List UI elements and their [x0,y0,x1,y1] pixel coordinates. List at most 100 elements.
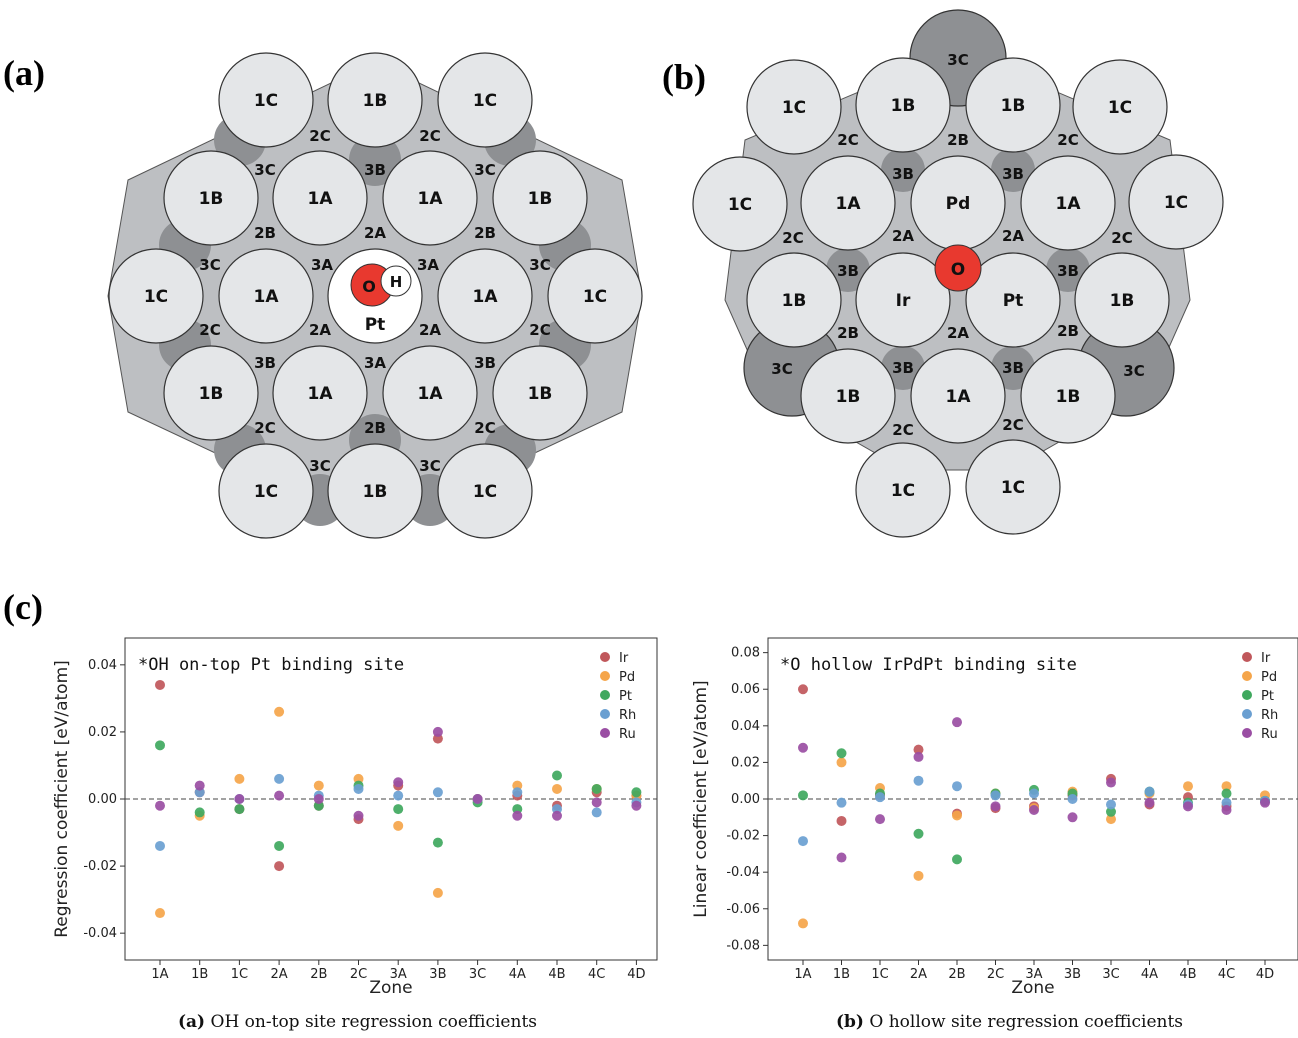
legend-label: Ru [1261,727,1278,742]
data-point-rh [1067,794,1078,804]
atom-label: 1B [782,291,807,311]
atom-label: 1C [473,482,497,502]
atom-label: 1C [254,482,278,502]
x-tick-label: 4A [1141,967,1158,982]
zone-label: 2B [837,324,859,342]
data-point-pd [393,820,404,831]
x-tick-label: 3A [1025,967,1042,982]
zone-label: 3C [199,256,220,274]
data-point-ru [472,794,483,804]
caption-left-text: OH on-top site regression coefficients [210,1012,538,1032]
chart-2: -0.08 -0.06 -0.04 -0.02 0.00 0.02 0.04 0.06 0.08… [691,637,1298,998]
center-atom-label: Ir [896,291,911,311]
y-tick-label: -0.02 [83,859,117,874]
x-tick-label: 4C [1218,967,1235,982]
x-tick-label: 3B [429,967,446,982]
data-point-pt [393,804,404,815]
x-tick-label: 1A [151,967,168,982]
atom-circle [910,348,1006,444]
data-point-pt [1106,806,1116,817]
center-atom-label: Pd [946,194,971,214]
zone-label: 3A [364,354,386,372]
atom-label: 1B [363,482,388,502]
panel-label-b: (b) [662,57,706,97]
atom-circle [108,248,204,344]
atom-label: 1C [144,287,168,307]
legend-marker-ru [600,728,610,738]
x-tick-label: 1B [833,967,850,982]
legend-marker-pd [1242,671,1252,681]
data-point-pt [913,828,924,839]
zone-label: 3A [311,256,333,274]
atom-circle [965,57,1061,153]
x-tick-label: 2B [948,967,965,982]
legend-marker-pt [600,690,610,700]
zone-label: 2A [1002,227,1024,245]
y-tick-label: 0.06 [731,682,760,697]
plot-title: *OH on-top Pt binding site [138,655,404,675]
zone-label: 2C [419,127,440,145]
atom-label: 1A [418,189,444,209]
y-tick-label: 0.00 [88,792,117,807]
data-point-pd [952,810,962,821]
y-tick-label: 0.04 [731,719,760,734]
x-tick-label: 3C [469,967,486,982]
atom-label: 1B [1056,387,1081,407]
data-point-ru [1221,804,1232,815]
hydrogen-label: H [390,273,403,291]
caption-right: (b) O hollow site regression coefficient… [836,1012,1183,1032]
data-point-ru [353,810,364,821]
data-point-ru [313,794,324,804]
atom-label: 1B [199,189,224,209]
x-tick-label: 1A [794,967,811,982]
zone-label: 3B [1002,359,1024,377]
x-axis-label: Zone [1011,978,1054,998]
x-tick-label: 4D [1256,967,1274,982]
zone-label: 2B [474,224,496,242]
data-point-ru [1260,797,1270,808]
x-tick-label: 2A [910,967,927,982]
atom-label: 1C [583,287,607,307]
x-tick-label: 1B [191,967,208,982]
atom-label: 1A [946,387,972,407]
zone-label: 3B [837,262,859,280]
atom-circle [218,248,314,344]
data-point-rh [274,773,285,784]
zone-label: 3C [947,51,968,69]
data-point-pd [836,757,847,768]
center-atom-circle [855,252,951,348]
data-point-pd [1221,781,1232,792]
data-point-pt [631,787,642,798]
panel-label-c: (c) [3,587,43,627]
zone3-shade [349,134,401,186]
atom-circle [327,52,423,148]
atom-circle [1020,155,1116,251]
data-point-rh [393,790,404,801]
legend-label: Ru [619,727,636,742]
data-point-ru [552,810,562,821]
data-point-rh [1029,788,1039,799]
zone-label: 2C [199,321,220,339]
data-point-ru [1183,801,1193,812]
data-point-pd [313,780,324,791]
atom-label: 1B [363,91,388,111]
data-point-pt [1221,788,1232,799]
atom-label: 1A [308,384,334,404]
zone-label: 3C [309,457,330,475]
chart-1: -0.04 -0.02 0.00 0.02 0.04 1A 1B 1C 2A 2B 2C 3A 3B 3C… [52,637,658,998]
center-atom-circle [965,252,1061,348]
data-point-ru [155,800,165,811]
data-point-rh [798,836,808,847]
x-tick-label: 4A [509,967,526,982]
atom-label: 1C [473,91,497,111]
atom-circle [218,443,314,539]
zone-label: 3B [1002,165,1024,183]
zone-label: 2A [309,321,331,339]
atom-circle [382,150,478,246]
atom-circle [855,57,951,153]
zone-label: 2A [947,324,969,342]
data-point-pd [1183,781,1193,792]
zone-label: 3C [529,256,550,274]
zone-label: 2B [364,419,386,437]
